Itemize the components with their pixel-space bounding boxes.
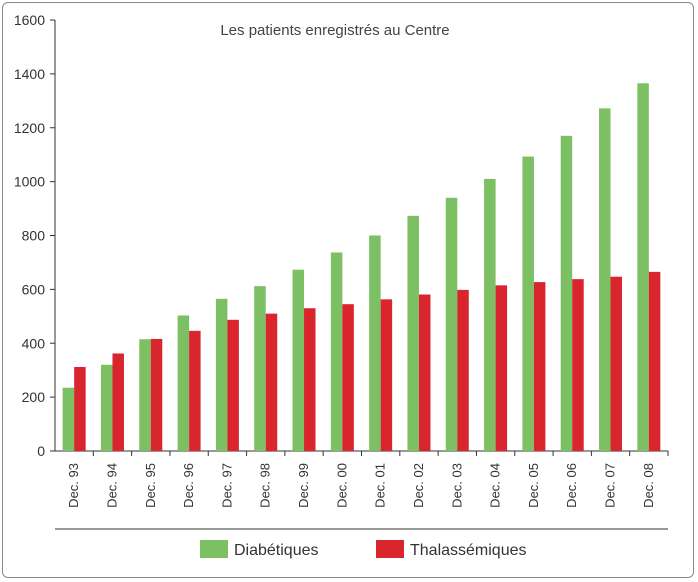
- bar-diabetiques: [560, 135, 573, 452]
- bar-thalassemiques: [457, 289, 469, 451]
- bar-diabetiques: [100, 364, 113, 451]
- bar-thalassemiques: [189, 330, 201, 451]
- x-tick-label: Dec. 94: [104, 463, 119, 508]
- x-tick-label: Dec. 06: [564, 463, 579, 508]
- y-tick-label: 1600: [14, 12, 45, 28]
- bar-thalassemiques: [495, 285, 508, 451]
- bar-diabetiques: [62, 387, 75, 451]
- x-tick-label: Dec. 04: [488, 463, 503, 508]
- bar-diabetiques: [254, 286, 266, 451]
- bar-thalassemiques: [112, 353, 124, 451]
- y-tick-label: 1200: [14, 120, 45, 136]
- bar-thalassemiques: [610, 276, 623, 451]
- bar-thalassemiques: [265, 313, 278, 451]
- bar-diabetiques: [637, 83, 649, 451]
- bar-diabetiques: [369, 235, 381, 451]
- bar-thalassemiques: [572, 279, 584, 451]
- y-tick-label: 1400: [14, 66, 45, 82]
- bar-diabetiques: [292, 269, 305, 451]
- bar-diabetiques: [215, 298, 228, 451]
- x-tick-label: Dec. 98: [258, 463, 273, 508]
- x-tick-label: Dec. 08: [641, 463, 656, 508]
- bar-diabetiques: [484, 178, 496, 451]
- x-tick-label: Dec. 03: [449, 463, 464, 508]
- bar-diabetiques: [445, 197, 458, 451]
- bar-thalassemiques: [304, 308, 316, 451]
- bar-diabetiques: [139, 339, 151, 451]
- x-tick-label: Dec. 95: [143, 463, 158, 508]
- legend-label-thalassemiques: Thalassémiques: [410, 542, 527, 559]
- legend-swatch-diabetiques: [200, 540, 228, 558]
- bar-diabetiques: [599, 108, 611, 451]
- legend-label-diabetiques: Diabétiques: [234, 542, 319, 559]
- bar-diabetiques: [407, 215, 419, 451]
- bar-thalassemiques: [227, 319, 239, 451]
- legend-swatch-thalassemiques: [376, 540, 404, 558]
- chart-title: Les patients enregistrés au Centre: [220, 22, 449, 39]
- bar-thalassemiques: [418, 294, 431, 451]
- x-tick-labels: Dec. 93 Dec. 94 Dec. 95 Dec. 96 Dec. 97 Dec. …: [66, 463, 656, 508]
- y-tick-label: 1000: [14, 174, 45, 190]
- bar-thalassemiques: [533, 282, 546, 451]
- x-tick-label: Dec. 93: [66, 463, 81, 508]
- x-tick-label: Dec. 99: [296, 463, 311, 508]
- x-tick-label: Dec. 00: [334, 463, 349, 508]
- y-tick-label: 600: [22, 281, 46, 297]
- y-tick-label: 200: [22, 389, 46, 405]
- bar-thalassemiques: [380, 299, 393, 451]
- bar-diabetiques: [330, 252, 343, 451]
- bar-diabetiques: [522, 156, 534, 451]
- bar-diabetiques: [177, 315, 190, 451]
- bar-thalassemiques: [342, 304, 354, 451]
- y-tick-label: 400: [22, 335, 46, 351]
- bar-thalassemiques: [150, 338, 163, 451]
- bars: [62, 83, 661, 452]
- y-tick-label: 800: [22, 228, 46, 244]
- bar-thalassemiques: [648, 271, 661, 451]
- x-tick-label: Dec. 96: [181, 463, 196, 508]
- x-tick-label: Dec. 02: [411, 463, 426, 508]
- bar-thalassemiques: [74, 366, 86, 451]
- x-tick-label: Dec. 97: [219, 463, 234, 508]
- x-tick-label: Dec. 07: [603, 463, 618, 508]
- y-tick-label: 0: [37, 443, 45, 459]
- x-tick-label: Dec. 05: [526, 463, 541, 508]
- legend: Diabétiques Thalassémiques: [200, 540, 527, 559]
- x-tick-label: Dec. 01: [373, 463, 388, 508]
